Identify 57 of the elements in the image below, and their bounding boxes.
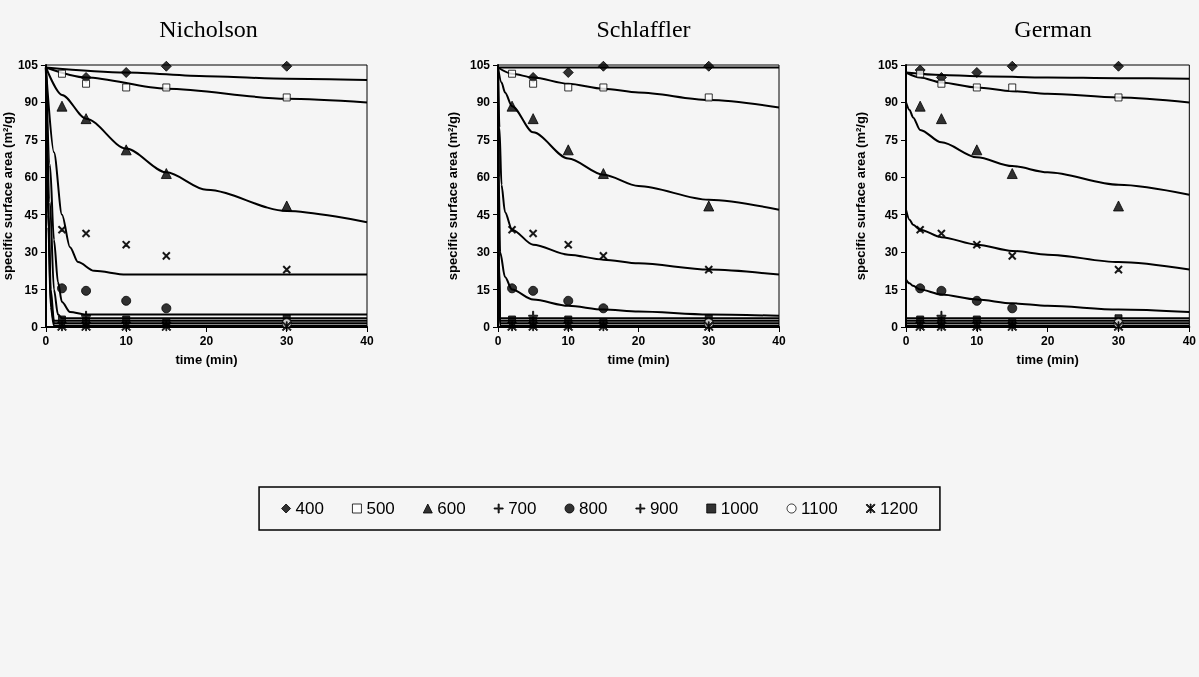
- y-tick-label: 30: [476, 245, 491, 260]
- y-tick-label: 105: [469, 58, 491, 72]
- x-axis-title: time (min): [607, 352, 670, 367]
- legend-label: 800: [579, 499, 608, 518]
- legend-label: 400: [295, 499, 324, 518]
- x-axis-title: time (min): [1016, 352, 1079, 367]
- y-tick-label: 45: [884, 207, 899, 222]
- x-tick-label: 30: [702, 334, 716, 348]
- y-tick-label: 90: [476, 95, 491, 110]
- x-tick-label: 20: [199, 334, 214, 348]
- x-tick-label: 30: [1111, 334, 1126, 348]
- legend-label: 1000: [720, 499, 759, 518]
- y-tick-label: 45: [24, 207, 39, 222]
- y-tick-label: 75: [24, 132, 39, 147]
- y-tick-label: 75: [884, 132, 899, 147]
- y-tick-label: 75: [476, 132, 491, 147]
- chart-title: German: [1014, 16, 1092, 42]
- x-tick-label: 10: [561, 334, 576, 348]
- y-axis-title: specific surface area (m²/g): [853, 111, 869, 281]
- legend-label: 600: [437, 499, 466, 518]
- x-tick-label: 0: [494, 334, 502, 348]
- x-tick-label: 10: [970, 334, 984, 348]
- chart-title: Nicholson: [159, 16, 258, 42]
- y-tick-label: 45: [476, 207, 491, 222]
- x-axis-title: time (min): [175, 352, 238, 367]
- chart-title: Schlaffler: [596, 16, 691, 42]
- y-axis-title: specific surface area (m²/g): [0, 111, 15, 281]
- x-tick-label: 20: [1040, 334, 1055, 348]
- y-tick-label: 15: [884, 282, 899, 297]
- y-tick-label: 60: [24, 170, 39, 185]
- legend-label: 700: [508, 499, 537, 518]
- y-tick-label: 0: [31, 320, 39, 334]
- y-tick-label: 60: [884, 170, 899, 185]
- x-tick-label: 0: [902, 334, 910, 348]
- y-tick-label: 30: [884, 245, 899, 260]
- x-tick-label: 20: [631, 334, 646, 348]
- y-tick-label: 30: [24, 245, 39, 260]
- x-tick-label: 10: [119, 334, 134, 348]
- x-tick-label: 40: [1182, 334, 1197, 348]
- x-tick-label: 0: [42, 334, 50, 348]
- y-tick-label: 105: [877, 58, 899, 72]
- y-tick-label: 0: [891, 320, 899, 334]
- y-axis-title: specific surface area (m²/g): [445, 111, 461, 281]
- x-tick-label: 40: [360, 334, 374, 348]
- y-tick-label: 90: [24, 95, 39, 110]
- legend-label: 500: [366, 499, 395, 518]
- y-tick-label: 60: [476, 170, 491, 185]
- y-tick-label: 90: [884, 95, 899, 110]
- y-tick-label: 15: [24, 282, 39, 297]
- y-tick-label: 105: [17, 58, 39, 72]
- x-tick-label: 30: [280, 334, 294, 348]
- legend-label: 1100: [801, 499, 838, 518]
- y-tick-label: 0: [483, 320, 491, 334]
- x-tick-label: 40: [772, 334, 786, 348]
- legend-label: 900: [649, 499, 679, 518]
- legend-label: 1200: [880, 499, 918, 518]
- y-tick-label: 15: [476, 282, 491, 297]
